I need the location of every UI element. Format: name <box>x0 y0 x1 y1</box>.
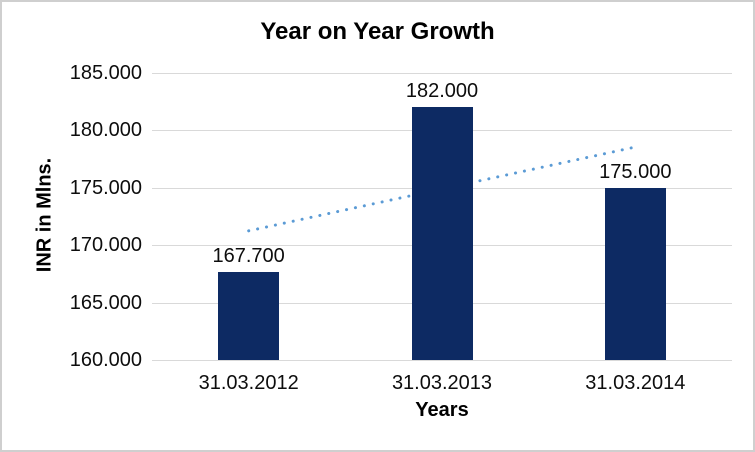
bar-data-label: 167.700 <box>212 244 285 267</box>
x-axis-tick-labels: 31.03.2012 31.03.2013 31.03.2014 <box>152 371 732 397</box>
y-tick-label: 170.000 <box>69 234 142 257</box>
gridline <box>152 73 732 74</box>
x-tick-label: 31.03.2013 <box>391 372 493 394</box>
bar-data-label: 175.000 <box>599 160 672 183</box>
bar <box>218 271 280 360</box>
gridline <box>152 360 732 361</box>
bar-data-label: 182.000 <box>405 80 479 103</box>
chart-title: Year on Year Growth <box>260 18 495 45</box>
x-tick-label: 31.03.2012 <box>198 372 299 394</box>
x-tick-label: 31.03.2014 <box>585 372 686 394</box>
x-axis-title: Years <box>415 399 469 421</box>
y-tick-label: 185.000 <box>69 62 142 84</box>
y-tick-label: 175.000 <box>69 176 142 199</box>
y-tick-label: 165.000 <box>69 291 142 314</box>
y-tick-label: 180.000 <box>69 119 142 142</box>
y-tick-label: 160.000 <box>69 349 142 371</box>
plot-area: 167.700 182.000 175.000 <box>152 73 732 361</box>
bar <box>604 187 666 360</box>
y-axis-tick-labels: 160.000 165.000 170.000 175.000 180.000 185.0… <box>2 2 142 450</box>
bar <box>411 107 473 360</box>
